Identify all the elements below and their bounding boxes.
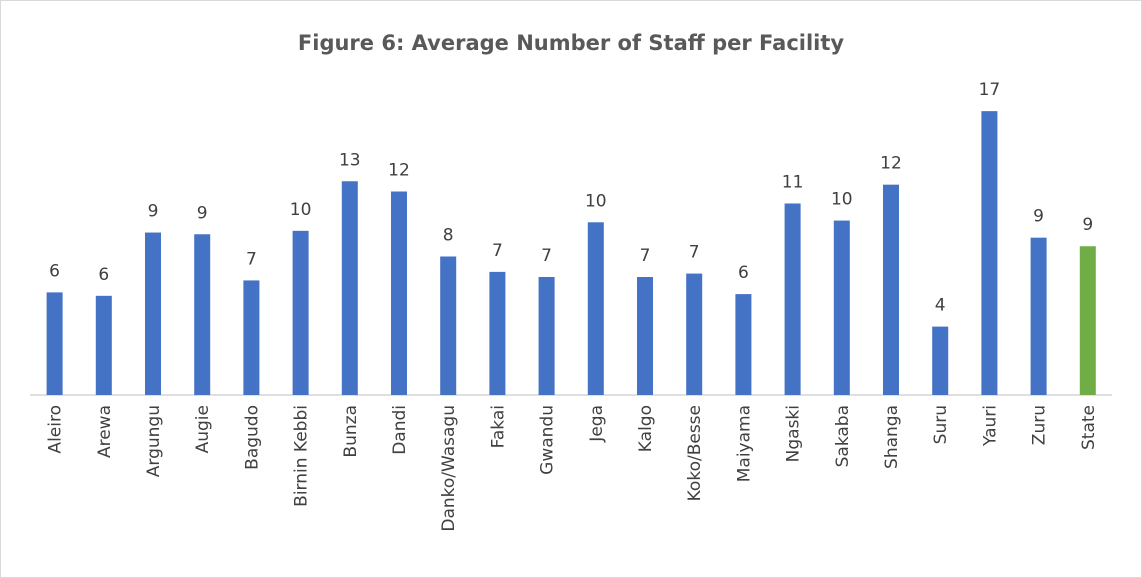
bar — [833, 220, 850, 395]
x-tick-label: Augie — [193, 405, 213, 453]
bar — [1030, 237, 1047, 395]
x-tick-label: Sakaba — [833, 405, 853, 467]
bar — [95, 295, 112, 395]
x-tick-label: State — [1079, 405, 1099, 450]
x-tick-label: Koko/Besse — [685, 405, 705, 501]
bar — [686, 273, 703, 395]
x-tick-label: Argungu — [144, 405, 164, 477]
x-tick-label: Yauri — [980, 405, 1000, 447]
data-label: 7 — [492, 241, 503, 261]
data-label: 8 — [443, 225, 454, 245]
data-label: 6 — [98, 265, 109, 285]
x-tick-label: Zuru — [1030, 405, 1050, 445]
x-tick-label: Fakai — [488, 405, 508, 448]
chart-title: Figure 6: Average Number of Staff per Fa… — [298, 31, 844, 55]
data-label: 4 — [935, 296, 946, 316]
bar — [1079, 246, 1096, 395]
data-label: 9 — [1033, 207, 1044, 227]
data-label: 9 — [1082, 215, 1093, 235]
data-label: 7 — [246, 249, 257, 269]
bar — [784, 203, 801, 395]
bar — [981, 111, 998, 395]
bar — [292, 230, 309, 395]
bar — [883, 184, 899, 395]
data-label: 10 — [831, 190, 853, 210]
data-label: 11 — [782, 172, 804, 192]
bar — [489, 271, 506, 395]
data-label: 9 — [197, 203, 208, 223]
data-label: 10 — [290, 200, 312, 220]
data-label: 9 — [148, 202, 159, 222]
bar — [243, 280, 260, 395]
bar — [145, 232, 161, 395]
data-label: 7 — [541, 246, 552, 266]
data-label: 6 — [49, 261, 60, 281]
x-tick-label: Kalgo — [636, 405, 656, 452]
bar — [538, 277, 555, 395]
bar — [735, 294, 752, 395]
data-label: 6 — [738, 263, 749, 283]
x-tick-label: Gwandu — [538, 405, 558, 475]
bar — [587, 222, 604, 395]
x-tick-label: Maiyama — [734, 405, 754, 482]
x-tick-label: Bagudo — [242, 405, 262, 470]
bar — [341, 181, 358, 395]
x-tick-label: Shanga — [882, 405, 902, 469]
bar — [932, 326, 949, 395]
x-tick-label: Birnin Kebbi — [292, 405, 312, 507]
x-tick-label: Danko/Wasagu — [439, 405, 459, 532]
data-label: 17 — [979, 80, 1001, 100]
x-tick-label: Bunza — [341, 405, 361, 458]
data-label: 12 — [388, 161, 410, 181]
data-label: 10 — [585, 191, 607, 211]
data-label: 7 — [689, 243, 700, 263]
x-tick-label: Arewa — [95, 405, 115, 458]
x-tick-label: Aleiro — [46, 405, 66, 454]
data-label: 13 — [339, 150, 361, 170]
bar — [194, 234, 211, 395]
x-tick-label: Dandi — [390, 405, 410, 455]
data-label: 12 — [880, 154, 902, 174]
data-label: 7 — [640, 246, 651, 266]
bar — [440, 256, 457, 395]
bar — [391, 191, 407, 395]
bar — [637, 277, 653, 395]
bar — [46, 292, 63, 395]
x-tick-label: Jega — [587, 405, 607, 443]
x-tick-label: Ngaski — [784, 405, 804, 462]
x-tick-label: Suru — [931, 405, 951, 444]
